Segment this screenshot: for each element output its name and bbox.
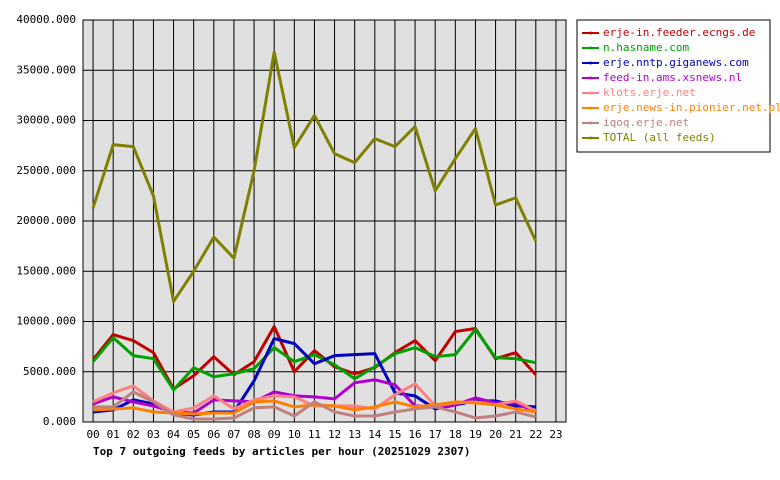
x-tick-label: 04 (167, 428, 181, 441)
y-tick-label: 0.000 (43, 415, 76, 428)
legend-swatch-dot (589, 46, 592, 50)
legend-swatch-dot (589, 76, 592, 80)
legend-label: erje-in.feeder.ecngs.de (603, 26, 755, 39)
legend-swatch-dot (589, 91, 592, 95)
x-tick-label: 03 (147, 428, 160, 441)
y-tick-label: 10000.000 (16, 315, 76, 328)
x-tick-label: 16 (408, 428, 421, 441)
x-tick-label: 14 (368, 428, 382, 441)
series-line (91, 328, 537, 392)
y-tick-label: 35000.000 (16, 63, 76, 76)
legend-swatch-dot (589, 31, 592, 35)
x-tick-label: 12 (328, 428, 341, 441)
x-tick-label: 06 (207, 428, 220, 441)
x-tick-label: 01 (107, 428, 120, 441)
series-line (92, 399, 537, 416)
series-line (91, 50, 538, 303)
x-tick-label: 23 (549, 428, 562, 441)
x-tick-label: 20 (489, 428, 502, 441)
x-tick-label: 15 (388, 428, 401, 441)
y-tick-label: 30000.000 (16, 114, 76, 127)
x-tick-label: 19 (469, 428, 482, 441)
legend-swatch-dot (589, 106, 592, 110)
legend-box (576, 19, 771, 153)
series-line (93, 390, 537, 421)
x-tick-label: 10 (288, 428, 301, 441)
legend-swatch-dot (589, 136, 592, 140)
y-tick-label: 25000.000 (16, 164, 76, 177)
y-tick-label: 5000.000 (23, 365, 76, 378)
chart-title: Top 7 outgoing feeds by articles per hou… (93, 445, 471, 458)
x-tick-label: 11 (308, 428, 321, 441)
x-tick-label: 07 (227, 428, 240, 441)
x-tick-label: 13 (348, 428, 361, 441)
legend-label: feed-in.ams.xsnews.nl (603, 71, 742, 84)
x-tick-label: 21 (509, 428, 522, 441)
y-tick-label: 20000.000 (16, 214, 76, 227)
y-tick-label: 40000.000 (16, 13, 76, 26)
legend-label: iqoq.erje.net (603, 116, 689, 129)
x-tick-label: 05 (187, 428, 200, 441)
x-tick-label: 08 (247, 428, 260, 441)
legend-swatch-dot (589, 121, 592, 125)
x-tick-label: 09 (268, 428, 281, 441)
x-tick-label: 02 (127, 428, 140, 441)
x-tick-label: 18 (449, 428, 462, 441)
x-tick-label: 00 (86, 428, 99, 441)
legend-swatch-dot (589, 61, 592, 65)
legend-label: erje.nntp.giganews.com (603, 56, 749, 69)
legend-label: erje.news-in.pionier.net.pl (603, 101, 780, 114)
legend-label: n.hasname.com (603, 41, 689, 54)
x-tick-label: 22 (529, 428, 542, 441)
legend-label: TOTAL (all feeds) (603, 131, 716, 144)
x-tick-label: 17 (429, 428, 442, 441)
y-tick-label: 15000.000 (16, 264, 76, 277)
legend-label: klots.erje.net (603, 86, 696, 99)
